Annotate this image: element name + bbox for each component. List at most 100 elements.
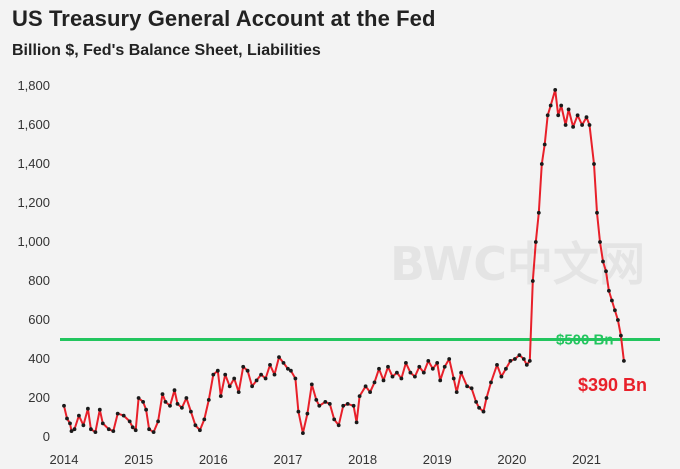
data-point-82 [408, 370, 413, 375]
y-tick-label-4: 800 [28, 273, 50, 288]
y-tick-label-1: 200 [28, 390, 50, 405]
data-point-124 [575, 113, 580, 118]
data-point-79 [395, 370, 399, 375]
data-point-46 [250, 384, 255, 389]
data-point-2 [68, 421, 72, 426]
y-tick-label-9: 1,800 [17, 78, 50, 93]
data-point-11 [100, 421, 105, 426]
data-point-25 [160, 392, 165, 396]
x-tick-label-2: 2016 [199, 452, 228, 467]
data-point-89 [438, 378, 443, 383]
x-tick-label-5: 2019 [423, 452, 452, 467]
data-point-16 [127, 419, 132, 424]
x-tick-label-1: 2015 [124, 452, 153, 467]
data-point-122 [566, 107, 571, 112]
data-point-21 [144, 407, 149, 412]
data-point-63 [323, 400, 328, 404]
data-point-34 [198, 428, 202, 433]
data-point-78 [390, 374, 395, 379]
data-point-134 [610, 298, 614, 303]
data-point-0 [62, 403, 66, 408]
data-point-125 [580, 123, 584, 127]
data-point-23 [151, 430, 156, 434]
data-point-116 [545, 113, 550, 118]
data-point-102 [495, 363, 499, 367]
x-tick-label-0: 2014 [50, 452, 79, 467]
data-point-26 [163, 400, 168, 404]
data-point-100 [484, 396, 489, 400]
data-point-108 [521, 357, 526, 361]
data-point-36 [206, 398, 211, 402]
data-point-28 [172, 388, 177, 393]
data-point-96 [469, 386, 474, 391]
data-point-80 [399, 376, 404, 381]
x-tick-label-7: 2021 [572, 452, 601, 467]
data-point-19 [136, 396, 141, 400]
data-point-109 [524, 363, 529, 367]
data-point-53 [281, 361, 286, 365]
data-point-50 [268, 363, 272, 367]
data-point-132 [604, 269, 608, 274]
data-point-55 [289, 368, 293, 373]
data-point-73 [368, 390, 372, 394]
data-point-59 [305, 411, 310, 416]
data-point-99 [481, 409, 486, 414]
data-point-113 [536, 210, 541, 215]
data-point-12 [106, 427, 111, 432]
data-point-98 [477, 405, 481, 410]
data-point-64 [327, 402, 332, 406]
data-point-93 [454, 390, 459, 394]
y-tick-label-6: 1,200 [17, 195, 50, 210]
data-point-110 [527, 359, 532, 363]
data-point-13 [111, 429, 116, 433]
y-tick-label-0: 0 [43, 429, 50, 444]
data-point-65 [332, 417, 337, 422]
y-axis-labels: 0 200 400 600 800 1,000 1,200 1,400 1,600 1,800 [17, 78, 50, 444]
data-point-86 [426, 359, 431, 363]
data-point-88 [435, 361, 440, 365]
data-point-103 [499, 374, 504, 379]
data-point-106 [513, 357, 517, 361]
data-point-69 [351, 403, 356, 408]
data-point-20 [141, 400, 146, 404]
data-point-85 [421, 370, 426, 375]
data-point-72 [363, 384, 368, 389]
threshold-label: $500 Bn [556, 332, 614, 349]
data-point-31 [184, 396, 189, 400]
data-point-45 [245, 368, 250, 373]
data-point-44 [241, 364, 246, 369]
data-point-117 [548, 103, 553, 108]
data-point-135 [613, 308, 617, 313]
data-point-5 [77, 413, 81, 418]
data-point-91 [447, 357, 452, 361]
data-point-101 [489, 380, 493, 385]
data-point-75 [377, 366, 381, 371]
data-point-70 [354, 420, 359, 425]
y-tick-label-3: 600 [28, 312, 50, 327]
data-point-129 [595, 210, 599, 215]
data-point-114 [539, 162, 544, 166]
data-point-67 [341, 403, 346, 408]
data-point-133 [607, 288, 611, 293]
x-tick-label-3: 2017 [273, 452, 302, 467]
data-point-7 [86, 406, 90, 411]
data-point-136 [616, 318, 620, 322]
x-tick-label-4: 2018 [348, 452, 377, 467]
data-point-33 [193, 423, 198, 428]
data-point-15 [121, 413, 126, 418]
data-point-126 [584, 115, 589, 120]
data-point-87 [430, 366, 435, 371]
data-point-83 [413, 374, 417, 379]
data-point-74 [372, 380, 377, 385]
data-point-138 [622, 359, 626, 363]
data-point-84 [417, 364, 422, 369]
data-point-128 [592, 162, 596, 166]
data-point-112 [533, 240, 538, 244]
y-tick-label-7: 1,400 [17, 156, 50, 171]
x-axis-labels: 2014 2015 2016 2017 2018 2019 2020 2021 [50, 452, 601, 467]
chart-title: US Treasury General Account at the Fed [12, 6, 436, 31]
y-tick-label-5: 1,000 [17, 234, 50, 249]
data-point-130 [598, 240, 602, 244]
data-point-111 [530, 279, 535, 283]
